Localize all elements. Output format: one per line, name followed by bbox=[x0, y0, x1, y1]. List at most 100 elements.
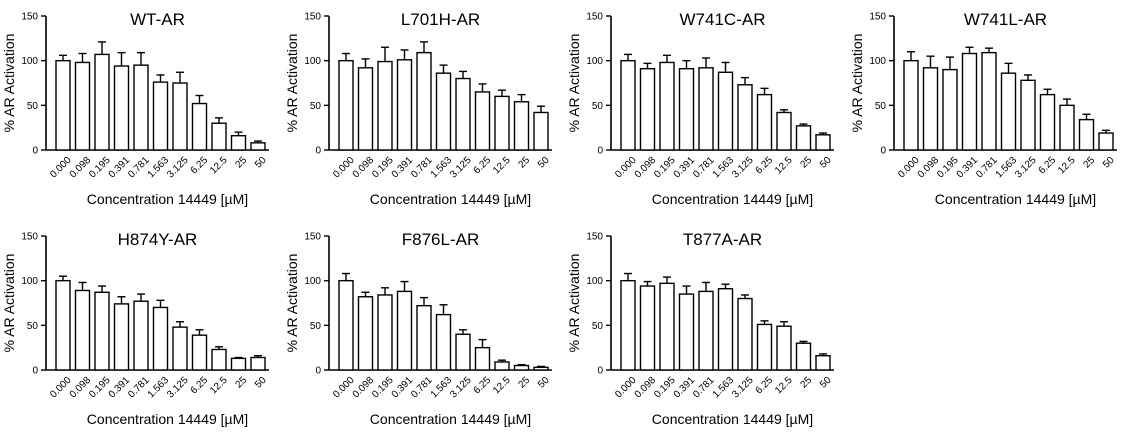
bar bbox=[152, 81, 169, 151]
x-tick-label: 0.781 bbox=[974, 155, 1000, 181]
x-tick-label: 50 bbox=[536, 155, 552, 171]
chart-title: W741L-AR bbox=[964, 10, 1047, 29]
x-tick-label: 0.098 bbox=[351, 155, 377, 181]
x-tick-label: 0.195 bbox=[370, 155, 396, 181]
bar bbox=[377, 294, 393, 371]
x-tick-label: 0.098 bbox=[68, 155, 94, 181]
bar bbox=[903, 59, 919, 151]
x-tick-label: 0.781 bbox=[691, 375, 717, 401]
x-tick-label: 6.25 bbox=[472, 155, 494, 177]
y-tick-label: 50 bbox=[310, 101, 322, 112]
y-tick-label: 50 bbox=[592, 321, 604, 332]
bar bbox=[698, 67, 714, 151]
x-tick-label: 0.000 bbox=[48, 155, 74, 181]
y-tick-label: 50 bbox=[875, 101, 887, 112]
x-tick-label: 0.000 bbox=[331, 155, 357, 181]
y-tick-label: 0 bbox=[315, 366, 321, 377]
bar bbox=[513, 364, 530, 371]
x-tick-label: 3.125 bbox=[448, 155, 474, 181]
bar bbox=[94, 53, 110, 151]
y-tick-label: 150 bbox=[586, 12, 603, 23]
bar bbox=[191, 334, 208, 371]
bar bbox=[620, 279, 636, 371]
bar bbox=[717, 71, 734, 151]
x-axis-label: Concentration 14449 [µM] bbox=[652, 191, 813, 207]
bar bbox=[659, 61, 675, 151]
bar bbox=[113, 65, 130, 151]
bar bbox=[678, 293, 695, 371]
x-tick-label: 25 bbox=[1082, 155, 1098, 171]
bar bbox=[474, 91, 491, 151]
x-tick-label: 0.781 bbox=[691, 155, 717, 181]
x-tick-label: 50 bbox=[818, 375, 834, 391]
x-tick-label: 6.25 bbox=[189, 155, 211, 177]
chart-title: F876L-AR bbox=[402, 230, 479, 249]
bar bbox=[338, 279, 354, 371]
y-tick-label: 150 bbox=[21, 12, 38, 23]
x-tick-label: 3.125 bbox=[165, 375, 191, 401]
bar bbox=[211, 122, 227, 151]
y-axis-label: % AR Activation bbox=[566, 34, 582, 133]
x-tick-label: 25 bbox=[799, 375, 815, 391]
y-tick-label: 100 bbox=[304, 276, 321, 287]
x-tick-label: 1.563 bbox=[711, 375, 737, 401]
bar bbox=[55, 59, 71, 151]
y-tick-label: 50 bbox=[592, 101, 604, 112]
bar bbox=[737, 297, 753, 371]
bar bbox=[113, 303, 130, 371]
x-tick-label: 1.563 bbox=[146, 375, 172, 401]
bar bbox=[94, 291, 110, 371]
y-tick-label: 0 bbox=[315, 146, 321, 157]
bar bbox=[1059, 104, 1075, 151]
x-tick-label: 0.781 bbox=[409, 155, 435, 181]
bar bbox=[795, 342, 812, 371]
x-tick-label: 0.391 bbox=[390, 375, 416, 401]
chart-panel: H874Y-AR 0 50 100 150 % AR Activation 0.000 0.0… bbox=[0, 220, 270, 435]
bar bbox=[357, 67, 374, 151]
y-tick-label: 100 bbox=[869, 56, 886, 67]
y-tick-label: 0 bbox=[32, 146, 38, 157]
x-tick-label: 50 bbox=[536, 375, 552, 391]
y-tick-label: 50 bbox=[27, 101, 39, 112]
bar bbox=[211, 348, 227, 371]
x-tick-label: 50 bbox=[818, 155, 834, 171]
chart-title: T877A-AR bbox=[683, 230, 762, 249]
y-axis-label: % AR Activation bbox=[284, 254, 300, 353]
chart-panel: W741C-AR 0 50 100 150 % AR Activation 0.000 0.0… bbox=[565, 0, 835, 215]
bar bbox=[815, 134, 831, 151]
x-tick-label: 25 bbox=[517, 375, 533, 391]
x-tick-label: 0.781 bbox=[126, 155, 152, 181]
bar bbox=[230, 357, 247, 371]
y-tick-label: 150 bbox=[21, 232, 38, 243]
bar-chart: L701H-AR 0 50 100 150 % AR Activation 0.0000.0… bbox=[284, 10, 552, 207]
x-axis-label: Concentration 14449 [µM] bbox=[935, 191, 1096, 207]
x-tick-label: 12.5 bbox=[491, 155, 513, 177]
bar bbox=[338, 59, 354, 151]
bar bbox=[659, 282, 675, 371]
y-tick-label: 150 bbox=[304, 232, 321, 243]
x-tick-label: 0.195 bbox=[652, 375, 678, 401]
y-tick-label: 0 bbox=[597, 146, 603, 157]
bar bbox=[416, 304, 432, 371]
x-tick-label: 12.5 bbox=[773, 155, 795, 177]
bar bbox=[435, 313, 452, 371]
x-tick-label: 50 bbox=[1101, 155, 1117, 171]
x-axis-label: Concentration 14449 [µM] bbox=[370, 411, 531, 427]
x-tick-label: 0.391 bbox=[107, 375, 133, 401]
y-tick-label: 0 bbox=[32, 366, 38, 377]
bar bbox=[1020, 79, 1036, 151]
chart-panel: F876L-AR 0 50 100 150 % AR Activation 0.000 0.0… bbox=[283, 220, 553, 435]
bar bbox=[133, 300, 149, 371]
y-axis-label: % AR Activation bbox=[849, 34, 865, 133]
x-tick-label: 0.195 bbox=[935, 155, 961, 181]
y-tick-label: 100 bbox=[586, 56, 603, 67]
bar bbox=[494, 95, 510, 151]
bar bbox=[474, 346, 491, 371]
y-axis-label: % AR Activation bbox=[1, 34, 17, 133]
bar bbox=[961, 52, 978, 151]
x-tick-label: 12.5 bbox=[773, 375, 795, 397]
x-tick-label: 0.391 bbox=[107, 155, 133, 181]
bar bbox=[922, 67, 939, 151]
x-axis-label: Concentration 14449 [µM] bbox=[87, 411, 248, 427]
x-tick-label: 0.781 bbox=[126, 375, 152, 401]
